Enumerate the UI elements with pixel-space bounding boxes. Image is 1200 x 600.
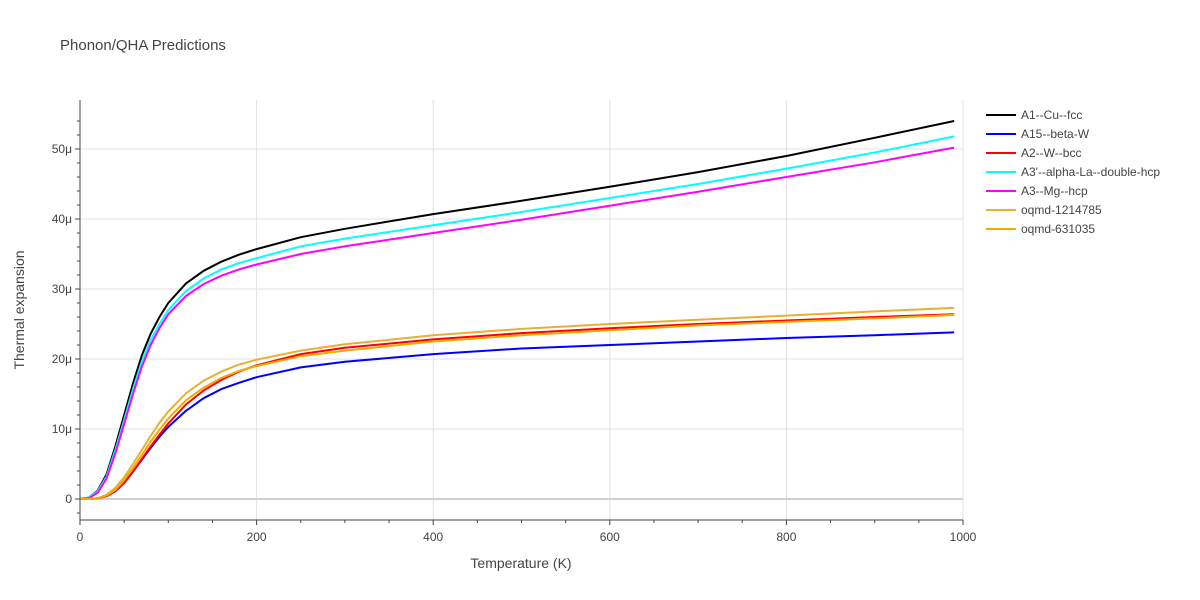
y-axis-title: Thermal expansion — [11, 250, 27, 369]
legend-item[interactable]: A3--Mg--hcp — [986, 184, 1088, 198]
series-line-2 — [80, 313, 955, 500]
x-tick-label: 1000 — [950, 530, 977, 544]
chart-title: Phonon/QHA Predictions — [60, 37, 226, 54]
grid — [80, 100, 964, 520]
legend-item[interactable]: A3'--alpha-La--double-hcp — [986, 165, 1160, 179]
legend-label: A15--beta-W — [1021, 127, 1090, 141]
x-tick-label: 200 — [247, 530, 267, 544]
series-line-0 — [79, 120, 955, 500]
y-tick-label: 10μ — [52, 422, 72, 436]
legend-label: oqmd-1214785 — [1021, 203, 1102, 217]
x-axis-ticks: 0 200 400 600 800 1000 — [77, 530, 977, 544]
x-axis-title: Temperature (K) — [470, 555, 571, 571]
y-tick-label: 50μ — [52, 142, 72, 156]
legend-label: A1--Cu--fcc — [1021, 108, 1082, 122]
x-tick-label: 600 — [600, 530, 620, 544]
legend-label: A3--Mg--hcp — [1021, 184, 1088, 198]
legend-label: A3'--alpha-La--double-hcp — [1021, 165, 1160, 179]
legend-label: A2--W--bcc — [1021, 146, 1081, 160]
series-line-3 — [79, 135, 955, 500]
legend-item[interactable]: oqmd-1214785 — [986, 203, 1102, 217]
y-tick-label: 40μ — [52, 212, 72, 226]
legend-label: oqmd-631035 — [1021, 222, 1095, 236]
series-line-5 — [80, 306, 955, 500]
legend-item[interactable]: A2--W--bcc — [986, 146, 1081, 160]
x-tick-label: 800 — [776, 530, 796, 544]
legend: A1--Cu--fcc A15--beta-W A2--W--bcc A3'--alp… — [986, 108, 1160, 236]
series-lines — [79, 120, 955, 500]
x-tick-label: 0 — [77, 530, 84, 544]
legend-item[interactable]: A15--beta-W — [986, 127, 1090, 141]
legend-item[interactable]: A1--Cu--fcc — [986, 108, 1082, 122]
axes — [75, 100, 964, 525]
series-line-6 — [80, 313, 955, 500]
series-line-4 — [79, 146, 955, 500]
x-tick-label: 400 — [423, 530, 443, 544]
y-tick-label: 20μ — [52, 352, 72, 366]
series-line-1 — [80, 331, 955, 500]
y-axis-ticks: 0 10μ 20μ 30μ 40μ 50μ — [52, 142, 73, 506]
legend-item[interactable]: oqmd-631035 — [986, 222, 1095, 236]
y-tick-label: 30μ — [52, 282, 72, 296]
y-tick-label: 0 — [65, 492, 72, 506]
